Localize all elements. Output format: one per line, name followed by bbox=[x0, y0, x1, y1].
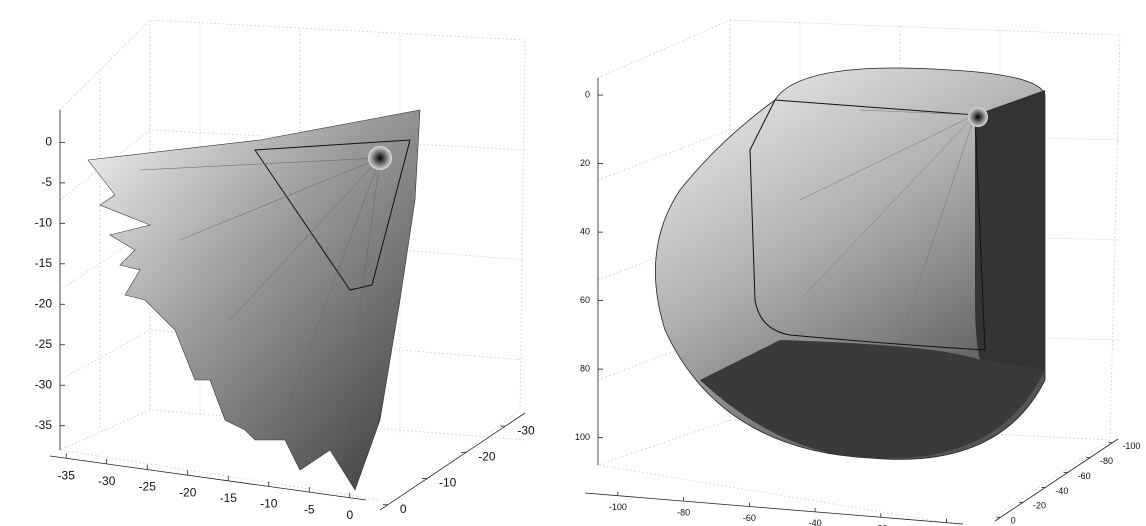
vertex bbox=[968, 107, 988, 127]
y-axis bbox=[994, 438, 1119, 522]
x-tick-label: -15 bbox=[220, 491, 238, 505]
z-tick-label: 40 bbox=[580, 226, 590, 236]
z-tick-label: 0 bbox=[45, 135, 52, 149]
y-tick-label: -10 bbox=[439, 476, 457, 490]
z-tick-label: 20 bbox=[580, 158, 590, 168]
y-tick-label: -60 bbox=[1078, 471, 1091, 481]
x-tick-label: -10 bbox=[260, 497, 278, 511]
y-axis bbox=[379, 412, 526, 511]
y-tick-label: -80 bbox=[1100, 456, 1113, 466]
z-tick-label: -25 bbox=[35, 337, 53, 351]
x-tick-label: -80 bbox=[677, 507, 690, 517]
surface-right bbox=[654, 67, 1046, 460]
z-tick-label: 100 bbox=[575, 432, 590, 442]
z-tick-label: 0 bbox=[585, 89, 590, 99]
z-tick-label: -20 bbox=[35, 296, 53, 310]
y-tick-label: -30 bbox=[517, 423, 535, 437]
z-tick-label: 60 bbox=[580, 295, 590, 305]
y-tick-label: 0 bbox=[400, 502, 407, 516]
surface-left bbox=[87, 109, 421, 491]
z-tick-label: -5 bbox=[41, 175, 52, 189]
x-tick-label: -5 bbox=[304, 502, 315, 516]
z-tick-label: -10 bbox=[35, 216, 53, 230]
z-tick-label: 80 bbox=[580, 363, 590, 373]
y-tick-label: -100 bbox=[1122, 441, 1140, 451]
x-tick-label: -100 bbox=[609, 502, 627, 512]
z-tick-label: -35 bbox=[35, 418, 53, 432]
x-tick-label: -35 bbox=[58, 468, 76, 482]
y-tick-label: -20 bbox=[478, 449, 496, 463]
z-tick-label: -15 bbox=[35, 256, 53, 270]
axes: 0 -5 -10 -15 -20 -25 -30 -35 -35 -30 -25 -20 -15 -10 -… bbox=[35, 78, 1140, 526]
x-tick-label: -20 bbox=[179, 485, 197, 499]
y-tick-label: -20 bbox=[1033, 501, 1046, 511]
x-tick-label: -60 bbox=[743, 513, 756, 523]
x-tick-label: -25 bbox=[139, 480, 157, 494]
x-tick-label: -20 bbox=[874, 524, 887, 526]
y-tick-label: -40 bbox=[1055, 486, 1068, 496]
z-tick-label: -30 bbox=[35, 377, 53, 391]
x-tick-label: -40 bbox=[809, 518, 822, 526]
x-axis bbox=[584, 492, 964, 525]
x-tick-label: -30 bbox=[98, 474, 116, 488]
y-tick-label: 0 bbox=[1011, 516, 1016, 526]
x-tick-label: 0 bbox=[346, 508, 353, 522]
vertex bbox=[368, 146, 392, 170]
x-axis bbox=[49, 455, 367, 501]
